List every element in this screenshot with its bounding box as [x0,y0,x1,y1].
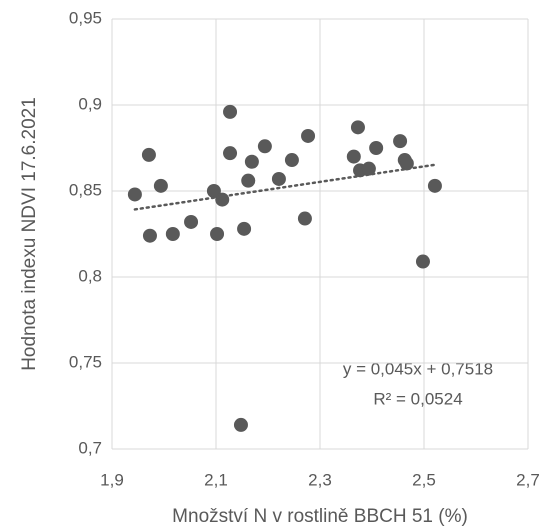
point [415,254,430,269]
y-tick-label: 0,8 [78,266,102,285]
x-tick-label: 2,5 [412,470,436,489]
point [284,153,299,168]
trendline [133,163,437,211]
y-tick-label: 0,95 [69,8,102,27]
x-tick-label: 2,7 [516,470,540,489]
x-tick-label: 2,1 [204,470,228,489]
point [241,173,256,188]
y-axis-title: Hodnota indexu NDVI 17.6.2021 [19,97,40,371]
point [393,134,408,149]
point [361,161,376,176]
point [223,104,238,119]
r-squared: R² = 0,0524 [373,389,462,408]
point [206,184,221,198]
point [271,171,286,186]
point [184,214,199,229]
x-tick-label: 1,9 [100,470,124,489]
point [215,192,230,207]
point [141,147,156,162]
y-tick-label: 0,75 [69,352,102,371]
point [142,228,157,243]
point [369,141,384,155]
point [244,154,259,169]
y-tick-label: 0,9 [78,94,102,113]
point [233,417,248,432]
point [427,178,442,193]
point [301,128,316,143]
point [165,227,180,241]
x-tick-label: 2,3 [308,470,332,489]
point [237,221,252,236]
x-axis-title: Množství N v rostlině BBCH 51 (%) [172,506,468,527]
point [350,120,365,135]
point [297,211,312,226]
y-tick-label: 0,85 [69,180,102,199]
point [153,178,168,193]
point [127,187,142,202]
point [223,146,238,161]
point [346,149,361,164]
y-tick-label: 0,7 [78,438,102,457]
point [210,227,225,241]
point [399,156,414,171]
point [257,139,272,154]
trendline-equation: y = 0,045x + 0,7518 [343,359,493,378]
